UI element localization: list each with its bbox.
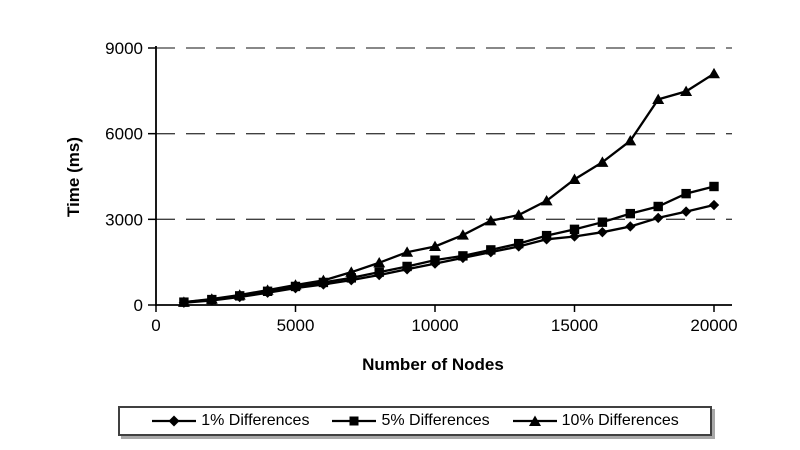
x-tick-label: 20000 bbox=[690, 316, 737, 335]
triangle-marker-icon bbox=[289, 279, 302, 290]
square-marker-icon bbox=[374, 267, 384, 277]
diamond-marker-icon bbox=[152, 415, 197, 427]
legend-label-1pct: 1% Differences bbox=[201, 412, 310, 429]
diamond-marker-icon bbox=[708, 199, 720, 211]
diamond-marker-icon bbox=[653, 212, 664, 224]
triangle-marker-icon bbox=[568, 173, 581, 184]
triangle-marker-icon bbox=[680, 85, 693, 97]
triangle-marker-icon bbox=[401, 246, 414, 257]
legend-label-5pct: 5% Differences bbox=[381, 412, 490, 429]
x-tick-label: 15000 bbox=[551, 316, 598, 335]
y-tick-label: 0 bbox=[134, 296, 143, 315]
triangle-marker-icon bbox=[205, 293, 218, 304]
x-tick-label: 10000 bbox=[411, 316, 458, 335]
square-marker-icon bbox=[458, 251, 468, 261]
y-axis-title: Time (ms) bbox=[64, 137, 83, 217]
square-marker-icon bbox=[402, 261, 412, 272]
square-marker-icon bbox=[709, 181, 719, 192]
triangle-marker-icon bbox=[345, 266, 358, 277]
square-marker-icon bbox=[597, 217, 608, 227]
triangle-marker-icon bbox=[456, 229, 469, 240]
triangle-marker-icon bbox=[596, 156, 609, 167]
triangle-marker-icon bbox=[624, 135, 637, 146]
square-marker-icon bbox=[569, 224, 580, 235]
square-marker-icon bbox=[681, 188, 691, 199]
x-tick-label: 0 bbox=[151, 316, 160, 335]
legend: 1% Differences 5% Differences 10% Differ… bbox=[118, 406, 712, 436]
square-marker-icon bbox=[346, 273, 356, 283]
legend-entry-1pct: 1% Differences bbox=[151, 412, 309, 430]
x-tick-label: 5000 bbox=[277, 316, 315, 335]
triangle-marker-icon bbox=[317, 274, 330, 286]
square-marker-icon bbox=[332, 416, 377, 426]
legend-label-10pct: 10% Differences bbox=[561, 412, 679, 429]
square-marker-icon bbox=[514, 238, 524, 249]
square-marker-icon bbox=[541, 230, 552, 241]
diamond-marker-icon bbox=[597, 226, 608, 238]
x-axis-title: Number of Nodes bbox=[362, 355, 504, 374]
series-line-10-differences bbox=[183, 72, 715, 304]
triangle-marker-icon bbox=[512, 209, 525, 220]
square-marker-icon bbox=[486, 245, 496, 255]
y-tick-label: 9000 bbox=[105, 39, 143, 58]
y-tick-label: 3000 bbox=[105, 210, 143, 229]
triangle-marker-icon bbox=[373, 256, 386, 268]
diamond-marker-icon bbox=[680, 206, 692, 217]
triangle-marker-icon bbox=[429, 240, 441, 252]
diamond-marker-icon bbox=[625, 221, 636, 232]
triangle-marker-icon bbox=[177, 296, 190, 307]
triangle-marker-icon bbox=[540, 194, 553, 206]
triangle-marker-icon bbox=[652, 93, 665, 104]
y-tick-label: 6000 bbox=[105, 125, 143, 144]
triangle-marker-icon bbox=[512, 415, 557, 426]
series-line-5-differences bbox=[183, 185, 715, 304]
square-marker-icon bbox=[653, 201, 663, 212]
square-marker-icon bbox=[430, 255, 440, 265]
square-marker-icon bbox=[625, 208, 635, 219]
triangle-marker-icon bbox=[233, 289, 246, 300]
legend-entry-5pct: 5% Differences bbox=[331, 412, 490, 430]
triangle-marker-icon bbox=[261, 284, 274, 295]
triangle-marker-icon bbox=[484, 214, 497, 226]
triangle-marker-icon bbox=[708, 67, 720, 79]
legend-entry-10pct: 10% Differences bbox=[512, 412, 679, 430]
